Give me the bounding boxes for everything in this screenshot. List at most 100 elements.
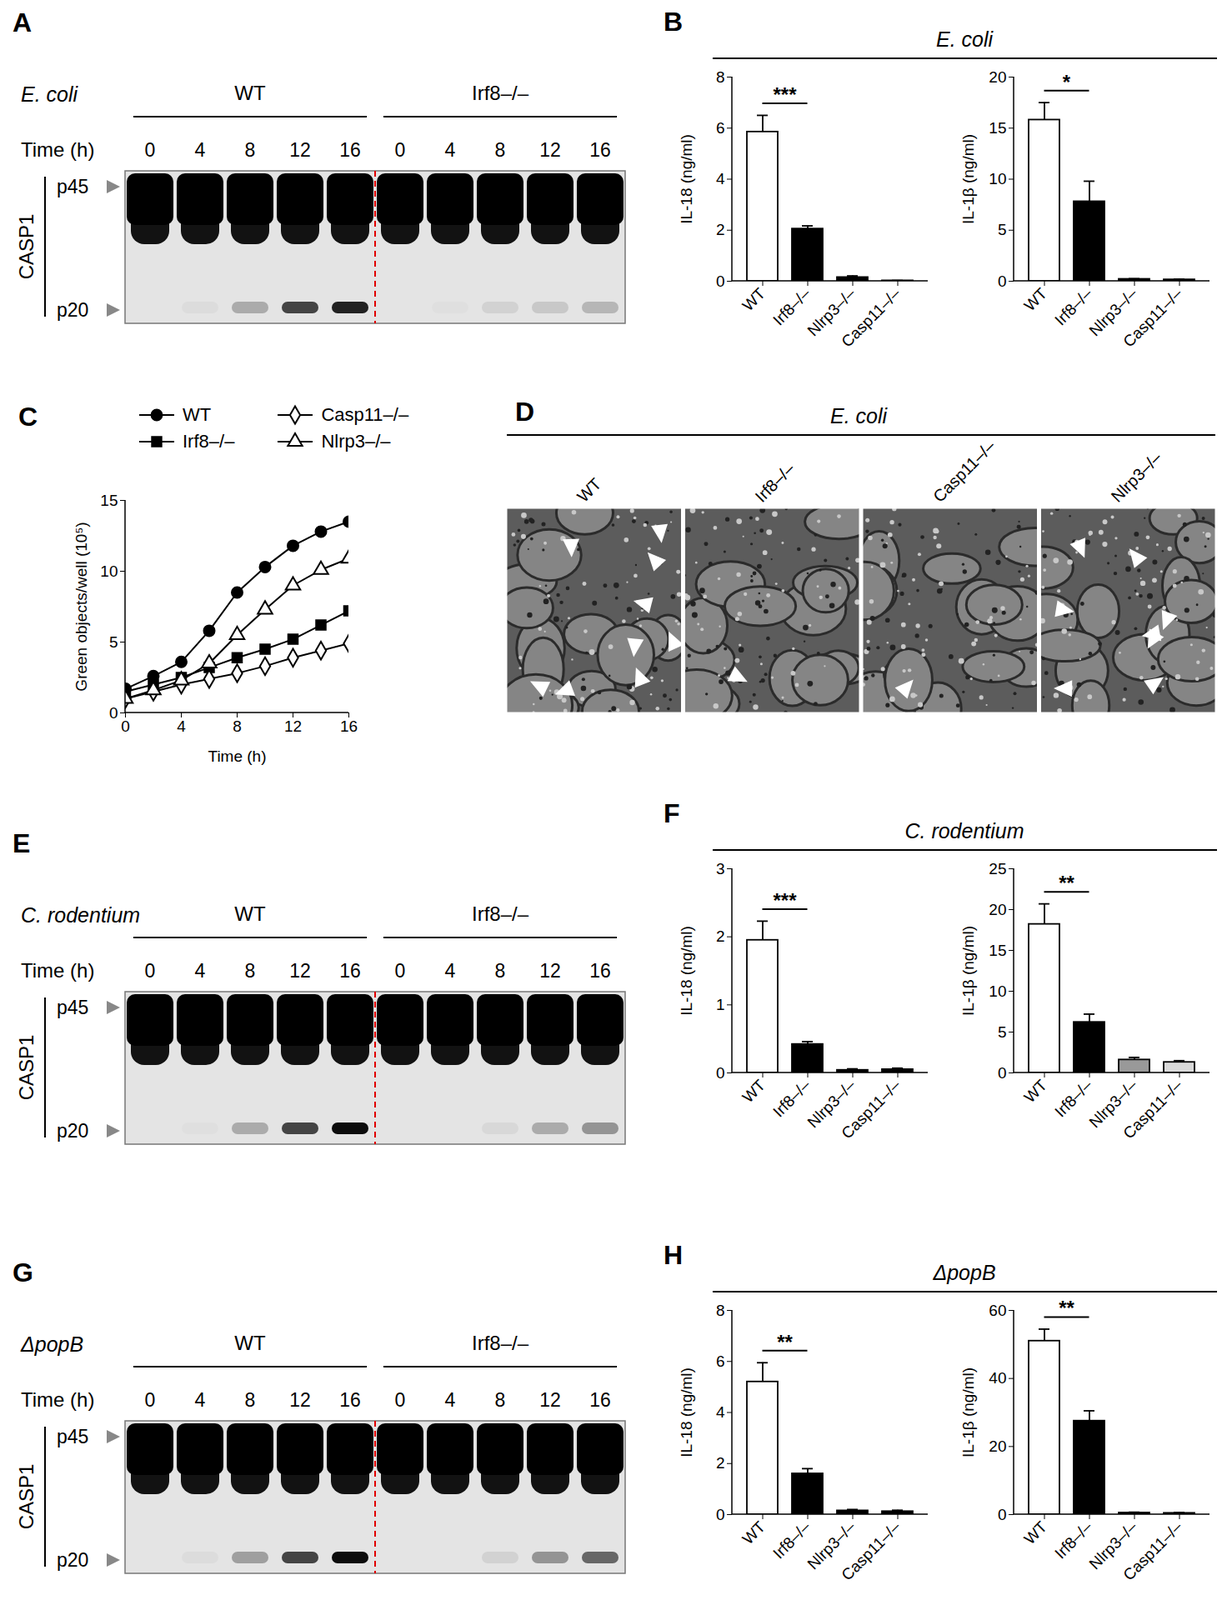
svg-text:16: 16 bbox=[589, 139, 611, 161]
svg-text:H: H bbox=[663, 1240, 683, 1271]
svg-text:6: 6 bbox=[716, 1352, 726, 1371]
svg-text:IL-1β (ng/ml): IL-1β (ng/ml) bbox=[959, 926, 977, 1017]
svg-text:Irf8–/–: Irf8–/– bbox=[471, 902, 530, 926]
svg-text:60: 60 bbox=[988, 1302, 1007, 1320]
svg-text:WT: WT bbox=[1020, 284, 1051, 315]
svg-text:Irf8–/–: Irf8–/– bbox=[769, 284, 814, 329]
svg-text:16: 16 bbox=[339, 139, 361, 161]
svg-text:4: 4 bbox=[195, 1389, 206, 1412]
svg-text:0: 0 bbox=[716, 1506, 726, 1524]
svg-text:ΔpopB: ΔpopB bbox=[931, 1261, 996, 1285]
svg-text:Irf8–/–: Irf8–/– bbox=[471, 81, 530, 105]
svg-text:WT: WT bbox=[234, 1332, 266, 1355]
svg-text:IL-1β (ng/ml): IL-1β (ng/ml) bbox=[959, 134, 977, 225]
svg-text:16: 16 bbox=[339, 960, 361, 982]
svg-text:Time (h): Time (h) bbox=[207, 747, 266, 766]
svg-text:25: 25 bbox=[988, 860, 1007, 878]
svg-text:0: 0 bbox=[716, 1064, 726, 1082]
svg-text:20: 20 bbox=[988, 901, 1007, 919]
svg-text:E: E bbox=[12, 828, 31, 859]
svg-text:40: 40 bbox=[988, 1369, 1007, 1388]
svg-text:20: 20 bbox=[988, 1437, 1007, 1456]
svg-text:0: 0 bbox=[395, 139, 406, 161]
svg-text:12: 12 bbox=[289, 1389, 311, 1412]
svg-text:CASP1: CASP1 bbox=[15, 1464, 38, 1531]
svg-text:Casp11–/–: Casp11–/– bbox=[1119, 284, 1186, 351]
svg-text:p45: p45 bbox=[56, 175, 89, 198]
svg-text:12: 12 bbox=[539, 139, 561, 161]
svg-text:5: 5 bbox=[997, 220, 1007, 239]
svg-text:4: 4 bbox=[716, 170, 726, 188]
svg-text:0: 0 bbox=[395, 960, 406, 982]
svg-text:16: 16 bbox=[339, 1389, 361, 1412]
svg-text:IL-1β (ng/ml): IL-1β (ng/ml) bbox=[959, 1367, 977, 1458]
svg-text:8: 8 bbox=[245, 1389, 256, 1412]
svg-text:3: 3 bbox=[716, 860, 726, 878]
svg-text:Irf8–/–: Irf8–/– bbox=[751, 459, 799, 506]
svg-text:WT: WT bbox=[1020, 1076, 1051, 1107]
svg-text:Green objects/well (10⁵): Green objects/well (10⁵) bbox=[72, 521, 91, 692]
svg-text:12: 12 bbox=[284, 717, 302, 736]
svg-text:Time (h): Time (h) bbox=[20, 138, 95, 161]
svg-text:CASP1: CASP1 bbox=[15, 1035, 38, 1102]
svg-text:F: F bbox=[663, 798, 681, 829]
svg-text:WT: WT bbox=[573, 474, 606, 506]
svg-text:8: 8 bbox=[495, 960, 506, 982]
svg-text:10: 10 bbox=[988, 170, 1007, 188]
svg-text:12: 12 bbox=[289, 960, 311, 982]
svg-text:12: 12 bbox=[539, 960, 561, 982]
svg-text:15: 15 bbox=[100, 491, 118, 510]
svg-text:WT: WT bbox=[234, 902, 266, 926]
svg-text:Irf8–/–: Irf8–/– bbox=[769, 1076, 814, 1121]
svg-text:**: ** bbox=[1058, 1297, 1075, 1320]
svg-text:4: 4 bbox=[176, 717, 186, 736]
svg-text:WT: WT bbox=[738, 1076, 769, 1107]
svg-text:4: 4 bbox=[195, 960, 206, 982]
svg-text:A: A bbox=[12, 7, 32, 38]
svg-text:2: 2 bbox=[716, 927, 726, 946]
svg-text:Irf8–/–: Irf8–/– bbox=[1051, 1076, 1096, 1121]
svg-text:16: 16 bbox=[340, 717, 358, 736]
svg-text:**: ** bbox=[1058, 871, 1075, 895]
svg-text:Irf8–/–: Irf8–/– bbox=[769, 1517, 814, 1563]
svg-text:p45: p45 bbox=[56, 1426, 89, 1448]
svg-text:8: 8 bbox=[716, 1302, 726, 1320]
svg-text:Casp11–/–: Casp11–/– bbox=[929, 435, 1000, 506]
svg-text:8: 8 bbox=[495, 1389, 506, 1412]
svg-text:Irf8–/–: Irf8–/– bbox=[1051, 284, 1096, 329]
svg-text:8: 8 bbox=[232, 717, 242, 736]
svg-text:WT: WT bbox=[1020, 1517, 1051, 1548]
svg-text:0: 0 bbox=[109, 704, 119, 722]
svg-text:p20: p20 bbox=[56, 299, 89, 321]
svg-text:C. rodentium: C. rodentium bbox=[904, 819, 1024, 843]
svg-text:5: 5 bbox=[997, 1023, 1007, 1042]
svg-text:Nlrp3–/–: Nlrp3–/– bbox=[1107, 447, 1167, 506]
svg-text:***: *** bbox=[772, 889, 797, 912]
svg-text:B: B bbox=[663, 6, 683, 37]
svg-text:Casp11–/–: Casp11–/– bbox=[837, 1517, 904, 1584]
svg-text:15: 15 bbox=[988, 941, 1007, 960]
svg-text:0: 0 bbox=[145, 960, 156, 982]
svg-text:20: 20 bbox=[988, 68, 1007, 86]
svg-text:G: G bbox=[12, 1257, 34, 1288]
svg-text:***: *** bbox=[772, 83, 797, 106]
svg-text:Irf8–/–: Irf8–/– bbox=[471, 1332, 530, 1355]
svg-text:**: ** bbox=[776, 1331, 793, 1354]
svg-text:0: 0 bbox=[395, 1389, 406, 1412]
svg-text:E. coli: E. coli bbox=[830, 404, 889, 428]
svg-text:4: 4 bbox=[445, 1389, 456, 1412]
svg-text:0: 0 bbox=[997, 272, 1007, 291]
svg-text:8: 8 bbox=[245, 139, 256, 161]
svg-text:2: 2 bbox=[716, 220, 726, 239]
svg-text:IL-18 (ng/ml): IL-18 (ng/ml) bbox=[677, 1367, 696, 1458]
svg-text:WT: WT bbox=[738, 284, 769, 315]
svg-text:0: 0 bbox=[716, 272, 726, 291]
svg-text:p20: p20 bbox=[56, 1549, 89, 1572]
svg-text:IL-18 (ng/ml): IL-18 (ng/ml) bbox=[677, 134, 696, 225]
svg-text:8: 8 bbox=[716, 68, 726, 86]
svg-text:10: 10 bbox=[100, 562, 118, 581]
svg-text:4: 4 bbox=[716, 1403, 726, 1422]
svg-text:*: * bbox=[1062, 70, 1072, 94]
svg-text:E. coli: E. coli bbox=[20, 82, 80, 106]
svg-text:16: 16 bbox=[589, 960, 611, 982]
